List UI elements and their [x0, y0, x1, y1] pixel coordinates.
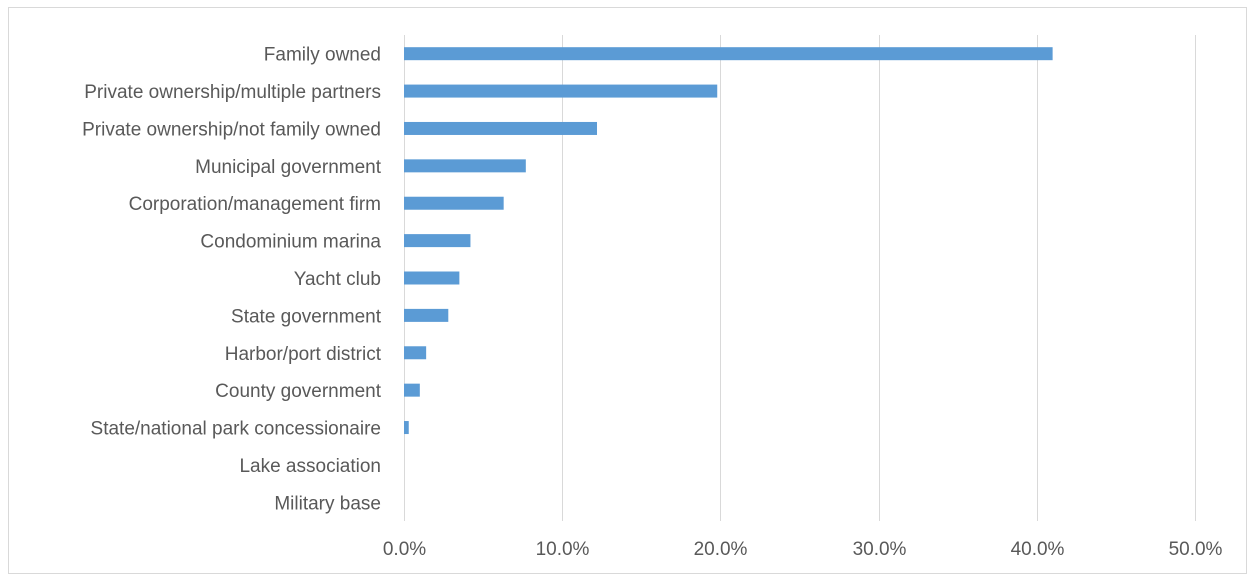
bar [404, 121, 598, 135]
category-label: Condominium marina [200, 232, 381, 253]
category-label: Private ownership/not family owned [82, 119, 381, 140]
category-label: Harbor/port district [225, 344, 382, 365]
bar [404, 159, 526, 173]
category-label: Municipal government [195, 157, 382, 178]
category-label: Lake association [239, 456, 381, 477]
x-tick-label: 20.0% [694, 539, 748, 560]
category-label: Corporation/management firm [129, 194, 381, 215]
bar [404, 47, 1053, 61]
category-label: State/national park concessionaire [91, 419, 381, 440]
category-label: Family owned [264, 45, 381, 66]
bar [404, 84, 718, 98]
category-label: State government [231, 306, 382, 327]
bar [404, 271, 460, 285]
bars [404, 47, 1053, 435]
x-tick-label: 50.0% [1169, 539, 1223, 560]
bar [404, 421, 409, 435]
chart-frame [8, 7, 1247, 574]
category-label: Private ownership/multiple partners [84, 82, 381, 103]
category-label: County government [215, 381, 382, 402]
bar [404, 308, 449, 322]
x-tick-label: 30.0% [853, 539, 907, 560]
x-tick-label: 40.0% [1011, 539, 1065, 560]
x-tick-label: 0.0% [383, 539, 426, 560]
category-label: Yacht club [294, 269, 381, 290]
category-label: Military base [274, 493, 381, 514]
x-tick-label: 10.0% [536, 539, 590, 560]
bar [404, 234, 471, 248]
bar [404, 346, 427, 360]
gridlines [404, 35, 1196, 521]
bar [404, 383, 420, 397]
bar [404, 196, 504, 210]
